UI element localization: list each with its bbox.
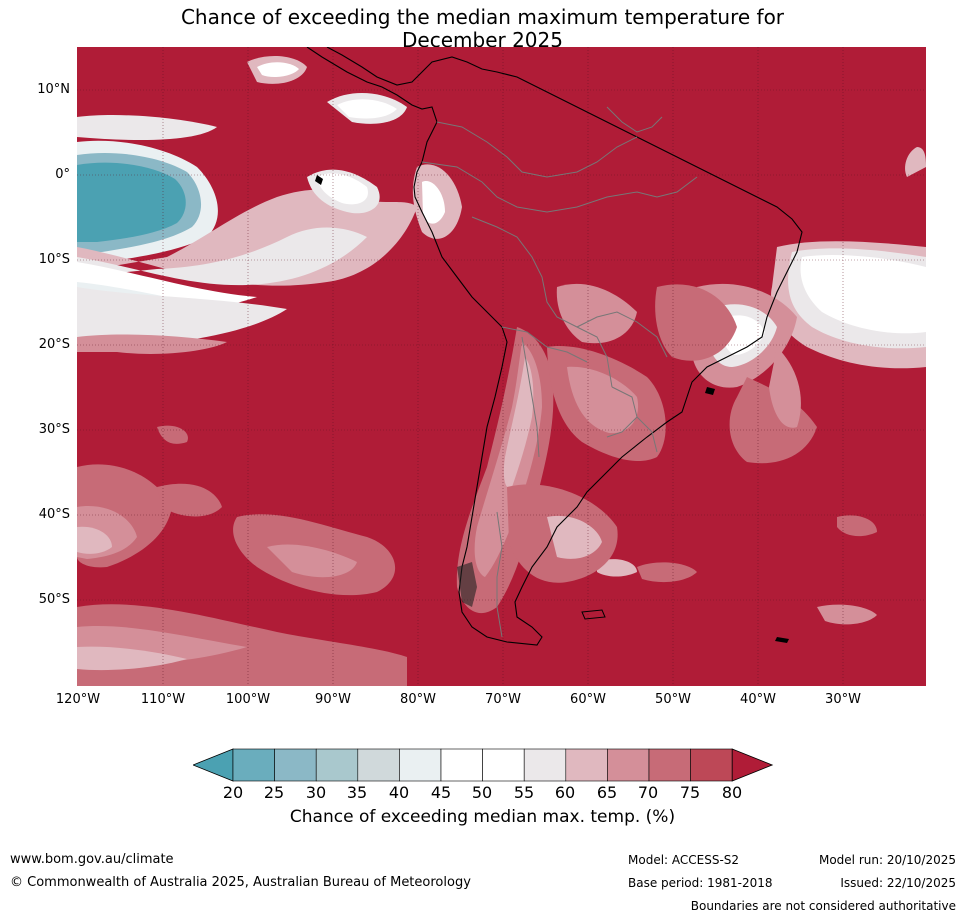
colorbar-arrow-low <box>193 748 234 782</box>
lat-label-10n: 10°N <box>37 82 70 97</box>
lon-label-110w: 110°W <box>140 692 186 707</box>
footer-copyright: © Commonwealth of Australia 2025, Austra… <box>10 875 471 890</box>
colorbar-arrow-high <box>731 748 774 782</box>
colorbar-tick: 70 <box>637 783 659 802</box>
colorbar-tick: 60 <box>554 783 576 802</box>
colorbar-tick: 40 <box>388 783 410 802</box>
colorbar-segment <box>690 748 733 782</box>
colorbar-tick: 65 <box>596 783 618 802</box>
lat-label-30s: 30°S <box>38 422 70 437</box>
lon-label-30w: 30°W <box>825 692 861 707</box>
lon-label-60w: 60°W <box>570 692 606 707</box>
lon-label-80w: 80°W <box>400 692 436 707</box>
colorbar-segment <box>482 748 525 782</box>
colorbar-segment <box>607 748 650 782</box>
colorbar-tick: 20 <box>222 783 244 802</box>
lat-label-40s: 40°S <box>38 507 70 522</box>
colorbar-tick: 35 <box>346 783 368 802</box>
colorbar-segment <box>440 748 483 782</box>
colorbar-segment <box>399 748 442 782</box>
colorbar-segment <box>315 748 359 782</box>
colorbar-segment <box>565 748 608 782</box>
colorbar-tick: 55 <box>513 783 535 802</box>
colorbar-tick: 80 <box>721 783 743 802</box>
lon-label-40w: 40°W <box>740 692 776 707</box>
lon-label-120w: 120°W <box>55 692 101 707</box>
lat-label-50s: 50°S <box>38 592 70 607</box>
colorbar-segment <box>232 748 275 782</box>
colorbar-tick: 30 <box>305 783 327 802</box>
colorbar-segment <box>274 748 317 782</box>
colorbar-tick: 25 <box>263 783 285 802</box>
lat-label-0: 0° <box>55 167 70 182</box>
forecast-map <box>77 47 926 686</box>
colorbar-tick: 75 <box>679 783 701 802</box>
colorbar-tick: 50 <box>471 783 493 802</box>
colorbar-segment <box>523 748 567 782</box>
map-title-line1: Chance of exceeding the median maximum t… <box>180 5 785 29</box>
colorbar-label: Chance of exceeding median max. temp. (%… <box>289 807 676 827</box>
footer-model: Model: ACCESS-S2 <box>628 853 740 867</box>
graticule <box>77 47 926 686</box>
lat-label-10s: 10°S <box>38 252 70 267</box>
map-canvas <box>77 47 926 686</box>
lon-label-50w: 50°W <box>655 692 691 707</box>
colorbar-tick: 45 <box>430 783 452 802</box>
colorbar <box>193 748 774 782</box>
coastline <box>306 47 803 646</box>
footer-model-run: Model run: 20/10/2025 <box>818 853 956 867</box>
colorbar-segment <box>357 748 400 782</box>
lon-label-90w: 90°W <box>315 692 351 707</box>
lon-label-100w: 100°W <box>225 692 271 707</box>
footer-disclaimer: Boundaries are not considered authoritat… <box>690 899 956 913</box>
colorbar-segment <box>648 748 691 782</box>
footer-url: www.bom.gov.au/climate <box>10 852 174 867</box>
country-borders <box>421 106 698 638</box>
footer-base-period: Base period: 1981-2018 <box>628 876 773 890</box>
lon-label-70w: 70°W <box>485 692 521 707</box>
footer-issued: Issued: 22/10/2025 <box>840 876 956 890</box>
lat-label-20s: 20°S <box>38 337 70 352</box>
